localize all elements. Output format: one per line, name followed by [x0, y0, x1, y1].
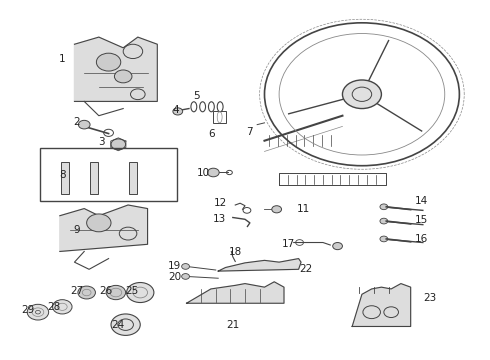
Text: 12: 12	[214, 198, 227, 208]
Circle shape	[111, 139, 125, 150]
Text: 9: 9	[74, 225, 80, 235]
Circle shape	[87, 214, 111, 232]
Text: 29: 29	[21, 305, 34, 315]
Text: 24: 24	[112, 320, 125, 330]
Circle shape	[182, 264, 190, 269]
Circle shape	[333, 243, 343, 249]
Circle shape	[207, 168, 219, 177]
Text: 21: 21	[226, 320, 240, 330]
Text: 23: 23	[423, 293, 437, 303]
Circle shape	[380, 236, 388, 242]
Circle shape	[27, 304, 49, 320]
Text: 14: 14	[415, 197, 428, 206]
Bar	[90, 162, 98, 194]
Circle shape	[380, 218, 388, 224]
Text: 11: 11	[297, 204, 310, 214]
Text: 5: 5	[193, 91, 199, 101]
Polygon shape	[352, 284, 411, 327]
Circle shape	[380, 204, 388, 210]
Text: 15: 15	[415, 215, 428, 225]
Text: 1: 1	[59, 54, 66, 64]
Text: 27: 27	[70, 286, 83, 296]
Text: 28: 28	[48, 302, 61, 312]
Circle shape	[126, 283, 154, 302]
Circle shape	[106, 285, 125, 300]
Text: 16: 16	[415, 234, 428, 244]
Circle shape	[78, 120, 90, 129]
Text: 6: 6	[209, 129, 215, 139]
Circle shape	[173, 108, 183, 115]
Text: 8: 8	[59, 170, 66, 180]
Circle shape	[182, 274, 190, 279]
Text: 2: 2	[74, 117, 80, 127]
Text: 19: 19	[168, 261, 181, 271]
Text: 3: 3	[98, 137, 104, 147]
Polygon shape	[187, 282, 284, 303]
Text: 18: 18	[229, 247, 242, 257]
Circle shape	[78, 286, 96, 299]
Polygon shape	[60, 205, 147, 251]
Circle shape	[115, 70, 132, 83]
Text: 22: 22	[299, 264, 313, 274]
Circle shape	[52, 300, 72, 314]
Text: 26: 26	[99, 287, 113, 296]
Polygon shape	[218, 258, 301, 271]
Text: 7: 7	[246, 127, 253, 137]
Text: 20: 20	[168, 272, 181, 282]
Text: 17: 17	[282, 239, 295, 249]
Bar	[213, 111, 225, 123]
Text: 13: 13	[213, 214, 226, 224]
Circle shape	[97, 53, 121, 71]
Bar	[40, 148, 177, 202]
Text: 10: 10	[197, 168, 210, 178]
Text: 4: 4	[172, 105, 179, 115]
Bar	[129, 162, 137, 194]
Circle shape	[272, 206, 282, 213]
Circle shape	[343, 80, 381, 109]
Text: 25: 25	[125, 286, 139, 296]
Bar	[61, 162, 69, 194]
Polygon shape	[74, 37, 157, 102]
Circle shape	[111, 314, 140, 336]
